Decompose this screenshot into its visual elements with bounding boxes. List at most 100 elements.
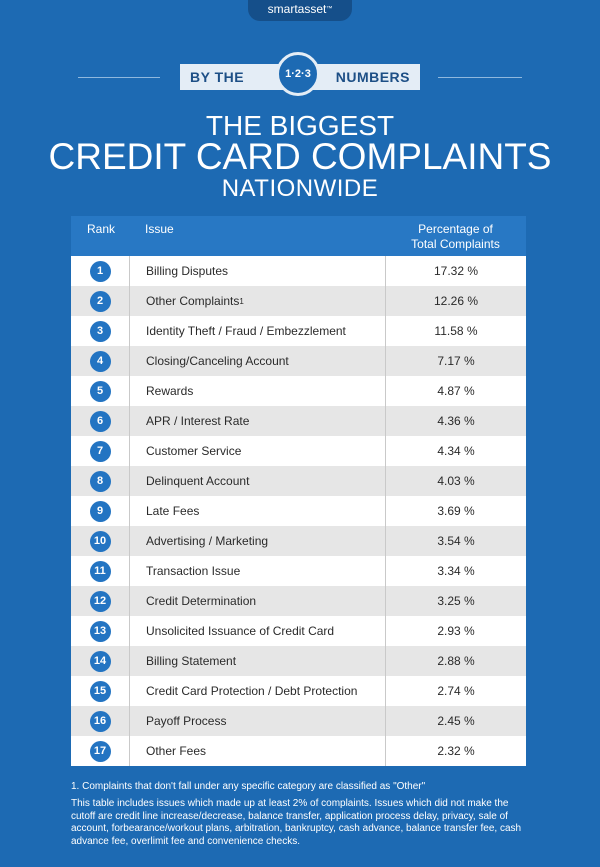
rank-badge: 12 <box>89 590 111 612</box>
rank-badge: 3 <box>89 320 111 342</box>
complaints-table: Rank Issue Percentage of Total Complaint… <box>71 216 526 766</box>
rank-cell: 14 <box>71 646 129 676</box>
percentage-cell: 4.34 % <box>385 436 526 466</box>
rank-cell: 10 <box>71 526 129 556</box>
numbers-badge: 1·2·3 <box>276 52 320 96</box>
rank-cell: 13 <box>71 616 129 646</box>
rank-badge: 11 <box>89 560 111 582</box>
percentage-cell: 3.25 % <box>385 586 526 616</box>
percentage-cell: 4.87 % <box>385 376 526 406</box>
ribbon-left-text: BY THE <box>190 69 245 85</box>
ribbon-right-text: NUMBERS <box>335 69 410 85</box>
issue-cell: Transaction Issue <box>129 556 385 586</box>
coverage-note: This table includes issues which made up… <box>71 798 522 847</box>
rank-cell: 2 <box>71 286 129 316</box>
header-rank: Rank <box>87 222 116 236</box>
issue-text: Advertising / Marketing <box>146 534 269 548</box>
table-row: 13 Unsolicited Issuance of Credit Card 2.9… <box>71 616 526 646</box>
rank-cell: 3 <box>71 316 129 346</box>
percentage-cell: 2.93 % <box>385 616 526 646</box>
rank-cell: 4 <box>71 346 129 376</box>
issue-text: Billing Disputes <box>146 264 229 278</box>
rank-cell: 6 <box>71 406 129 436</box>
percentage-cell: 4.36 % <box>385 406 526 436</box>
rank-badge: 5 <box>89 380 111 402</box>
table-row: 16 Payoff Process 2.45 % <box>71 706 526 736</box>
table-row: 6 APR / Interest Rate 4.36 % <box>71 406 526 436</box>
rank-badge: 9 <box>89 500 111 522</box>
percentage-cell: 17.32 % <box>385 256 526 286</box>
rank-cell: 5 <box>71 376 129 406</box>
table-row: 8 Delinquent Account 4.03 % <box>71 466 526 496</box>
table-row: 17 Other Fees 2.32 % <box>71 736 526 766</box>
table-row: 3 Identity Theft / Fraud / Embezzlement 11… <box>71 316 526 346</box>
issue-cell: Rewards <box>129 376 385 406</box>
rank-badge: 14 <box>89 650 111 672</box>
rank-badge: 2 <box>89 290 111 312</box>
issue-cell: Customer Service <box>129 436 385 466</box>
issue-cell: Billing Statement <box>129 646 385 676</box>
issue-cell: Credit Determination <box>129 586 385 616</box>
issue-text: Delinquent Account <box>146 474 250 488</box>
brand-name: smartasset <box>267 2 327 16</box>
rank-cell: 1 <box>71 256 129 286</box>
issue-text: Unsolicited Issuance of Credit Card <box>146 624 335 638</box>
title-line-2: CREDIT CARD COMPLAINTS <box>48 136 552 177</box>
rank-badge: 1 <box>89 260 111 282</box>
issue-cell: Advertising / Marketing <box>129 526 385 556</box>
header-percentage-line2: Total Complaints <box>411 237 500 251</box>
ribbon-rule-right <box>438 77 522 78</box>
issue-cell: Billing Disputes <box>129 256 385 286</box>
trademark-mark: ™ <box>326 6 333 12</box>
percentage-cell: 2.45 % <box>385 706 526 736</box>
issue-text: Transaction Issue <box>146 564 241 578</box>
issue-text: Customer Service <box>146 444 242 458</box>
rank-cell: 11 <box>71 556 129 586</box>
issue-text: Payoff Process <box>146 714 227 728</box>
issue-text: Billing Statement <box>146 654 237 668</box>
rank-badge: 15 <box>89 680 111 702</box>
table-row: 2 Other Complaints 1 12.26 % <box>71 286 526 316</box>
table-row: 7 Customer Service 4.34 % <box>71 436 526 466</box>
table-body: 1 Billing Disputes 17.32 % 2 Other Complaint… <box>71 256 526 766</box>
table-row: 12 Credit Determination 3.25 % <box>71 586 526 616</box>
rank-cell: 7 <box>71 436 129 466</box>
issue-cell: Late Fees <box>129 496 385 526</box>
footnote-marker: 1 <box>239 296 244 306</box>
issue-cell: Closing/Canceling Account <box>129 346 385 376</box>
percentage-cell: 4.03 % <box>385 466 526 496</box>
rank-badge: 8 <box>89 470 111 492</box>
percentage-cell: 11.58 % <box>385 316 526 346</box>
rank-badge: 4 <box>89 350 111 372</box>
rank-cell: 8 <box>71 466 129 496</box>
issue-text: Other Complaints <box>146 294 240 308</box>
header-percentage: Percentage of Total Complaints <box>385 216 526 256</box>
issue-cell: Delinquent Account <box>129 466 385 496</box>
percentage-cell: 12.26 % <box>385 286 526 316</box>
issue-text: Rewards <box>146 384 194 398</box>
issue-cell: Unsolicited Issuance of Credit Card <box>129 616 385 646</box>
issue-cell: APR / Interest Rate <box>129 406 385 436</box>
issue-cell: Credit Card Protection / Debt Protection <box>129 676 385 706</box>
rank-badge: 10 <box>89 530 111 552</box>
percentage-cell: 2.32 % <box>385 736 526 766</box>
table-row: 11 Transaction Issue 3.34 % <box>71 556 526 586</box>
header-percentage-line1: Percentage of <box>418 222 493 236</box>
smartasset-logo: smartasset™ <box>248 0 352 21</box>
rank-cell: 15 <box>71 676 129 706</box>
issue-cell: Other Complaints 1 <box>129 286 385 316</box>
issue-text: Credit Determination <box>146 594 257 608</box>
issue-text: APR / Interest Rate <box>146 414 250 428</box>
percentage-cell: 2.74 % <box>385 676 526 706</box>
table-row: 9 Late Fees 3.69 % <box>71 496 526 526</box>
ribbon-rule-left <box>78 77 160 78</box>
rank-cell: 12 <box>71 586 129 616</box>
header-issue: Issue <box>145 222 174 236</box>
table-row: 15 Credit Card Protection / Debt Protecti… <box>71 676 526 706</box>
rank-badge: 13 <box>89 620 111 642</box>
percentage-cell: 7.17 % <box>385 346 526 376</box>
rank-cell: 17 <box>71 736 129 766</box>
issue-cell: Payoff Process <box>129 706 385 736</box>
table-row: 4 Closing/Canceling Account 7.17 % <box>71 346 526 376</box>
title-line-3: NATIONWIDE <box>221 175 379 202</box>
